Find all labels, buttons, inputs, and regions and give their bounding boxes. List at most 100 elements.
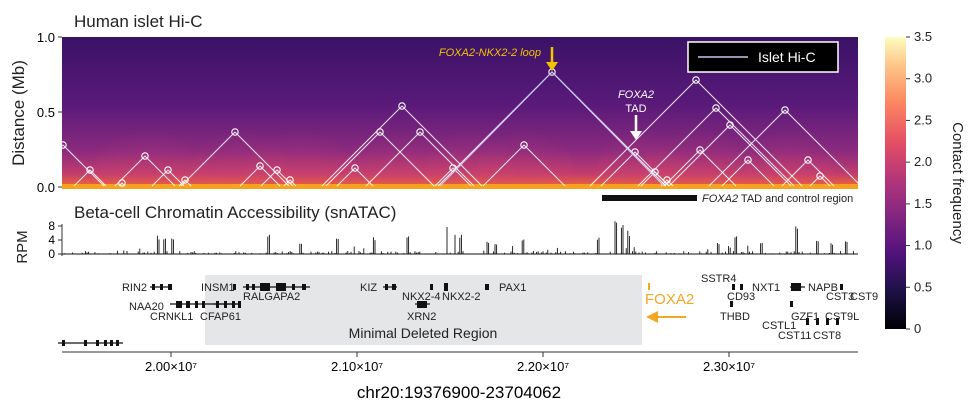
gene-kiz: KIZ bbox=[360, 282, 377, 294]
colorbar: 3.5 3.0 2.5 2.0 1.5 1.0 0.5 0 Contact frequency bbox=[885, 29, 966, 336]
tad-apex bbox=[286, 176, 294, 184]
tad-apex bbox=[351, 164, 359, 172]
atac-ytick-4: 4 bbox=[48, 233, 55, 247]
foxa2-gene-mark bbox=[648, 283, 650, 290]
colorbar-tick-label: 3.5 bbox=[914, 29, 932, 44]
xtick-2: 2.10×10⁷ bbox=[331, 359, 383, 374]
tad-label-word: TAD bbox=[625, 103, 646, 115]
tad-apex bbox=[744, 156, 752, 164]
xtick-3: 2.20×10⁷ bbox=[517, 359, 569, 374]
tad-apex bbox=[696, 146, 704, 154]
gene-cst8: CST8 bbox=[813, 330, 841, 342]
gene-foxa2: FOXA2 bbox=[645, 291, 694, 308]
colorbar-tick-label: 1.0 bbox=[914, 238, 932, 253]
tad-triangle bbox=[180, 131, 290, 187]
hic-yticks: 1.0 0.5 0.0 bbox=[37, 30, 62, 195]
tad-arrow bbox=[630, 115, 642, 140]
gene-nkx2-2: NKX2-2 bbox=[442, 291, 481, 303]
legend-label: Islet Hi-C bbox=[758, 49, 816, 65]
gene-cst11: CST11 bbox=[778, 330, 811, 342]
gene-exons bbox=[62, 283, 843, 346]
foxa2-direction-arrow bbox=[646, 311, 686, 323]
tad-apex bbox=[520, 141, 528, 149]
tad-triangle bbox=[434, 167, 472, 187]
loop-label: FOXA2-NKX2-2 loop bbox=[439, 47, 541, 59]
tad-apex bbox=[86, 166, 94, 174]
tad-apex bbox=[376, 128, 384, 136]
gene-ralgapa2: RALGAPA2 bbox=[243, 291, 300, 303]
tad-triangle bbox=[809, 175, 831, 187]
tad-triangle bbox=[668, 124, 792, 187]
xaxis-label: chr20:19376900-23704062 bbox=[357, 383, 561, 402]
hic-hotspot bbox=[640, 116, 760, 189]
tad-triangle bbox=[260, 169, 294, 187]
tad-apex bbox=[692, 76, 700, 84]
gene-cstl1: CSTL1 bbox=[762, 320, 796, 332]
gene-cst9l: CST9L bbox=[825, 311, 859, 323]
hic-hotspot bbox=[245, 116, 355, 189]
tad-triangle bbox=[482, 144, 566, 187]
tad-triangle bbox=[114, 155, 176, 187]
tad-triangle bbox=[589, 79, 803, 187]
hic-ylabel: Distance (Mb) bbox=[9, 60, 28, 166]
tad-apex bbox=[416, 128, 424, 136]
tad-apex bbox=[712, 104, 720, 112]
tad-apex bbox=[164, 166, 172, 174]
xtick-1: 2.00×10⁷ bbox=[145, 359, 197, 374]
gene-insm1: INSM1 bbox=[201, 282, 235, 294]
tad-apex bbox=[781, 106, 789, 114]
gene-crnkl1: CRNKL1 bbox=[150, 311, 193, 323]
gene-rin2: RIN2 bbox=[122, 282, 147, 294]
tad-apex bbox=[118, 179, 126, 187]
gene-pax1: PAX1 bbox=[499, 282, 526, 294]
gene-naa20: NAA20 bbox=[129, 301, 164, 313]
gene-cd93: CD93 bbox=[727, 291, 755, 303]
tad-triangle bbox=[73, 169, 107, 187]
xtick-4: 2.30×10⁷ bbox=[703, 359, 755, 374]
tad-triangle bbox=[781, 159, 835, 187]
atac-yticks: 8 4 0 bbox=[48, 219, 63, 261]
tad-apex bbox=[231, 128, 239, 136]
gene-nxt1: NXT1 bbox=[752, 282, 780, 294]
gene-cst3: CST3 bbox=[826, 291, 854, 303]
tad-triangle bbox=[62, 144, 105, 187]
colorbar-tick-label: 0 bbox=[914, 321, 921, 336]
gene-thbd: THBD bbox=[720, 311, 750, 323]
control-region-gene: FOXA2 bbox=[702, 193, 738, 205]
tad-triangle bbox=[708, 109, 858, 187]
tad-triangle bbox=[336, 167, 374, 187]
colorbar-tick-label: 1.5 bbox=[914, 196, 932, 211]
atac-title: Beta-cell Chromatin Accessibility (snATA… bbox=[74, 203, 396, 222]
atac-ytick-0: 0 bbox=[48, 247, 55, 261]
atac-ytick-8: 8 bbox=[48, 219, 55, 233]
tad-apex bbox=[631, 148, 639, 156]
tad-triangle bbox=[321, 105, 483, 187]
mdr-label: Minimal Deleted Region bbox=[349, 325, 498, 341]
atac-track bbox=[62, 221, 858, 255]
tad-triangle bbox=[283, 179, 297, 187]
tad-apex bbox=[816, 172, 824, 180]
hic-legend: Islet Hi-C bbox=[687, 41, 839, 73]
tad-apex bbox=[256, 162, 264, 170]
tad-triangle bbox=[151, 169, 185, 187]
tad-triangle bbox=[239, 165, 281, 187]
hic-title: Human islet Hi-C bbox=[74, 12, 202, 31]
tad-triangle bbox=[325, 131, 435, 187]
hic-ytick-0: 0.0 bbox=[37, 180, 55, 195]
gene-napb: NAPB bbox=[808, 282, 838, 294]
tad-apex bbox=[726, 121, 734, 129]
tad-triangle bbox=[721, 159, 775, 187]
gene-sstr4: SSTR4 bbox=[701, 273, 736, 285]
gene-gzf1: GZF1 bbox=[791, 311, 819, 323]
colorbar-tick-label: 2.5 bbox=[914, 112, 932, 127]
loop-arrow bbox=[546, 47, 558, 71]
hic-hotspot bbox=[745, 116, 835, 189]
tad-triangle bbox=[178, 179, 192, 187]
loop-triangle bbox=[439, 71, 665, 187]
gene-track: RIN2 NAA20 CRNKL1 INSM1 CFAP61 RALGAPA2 … bbox=[58, 273, 878, 346]
tad-apex bbox=[181, 176, 189, 184]
x-axis: 2.00×10⁷ 2.10×10⁷ 2.20×10⁷ 2.30×10⁷ chr2… bbox=[62, 351, 858, 402]
tad-apex bbox=[273, 166, 281, 174]
tad-apex bbox=[141, 152, 149, 160]
gene-cfap61: CFAP61 bbox=[200, 311, 241, 323]
